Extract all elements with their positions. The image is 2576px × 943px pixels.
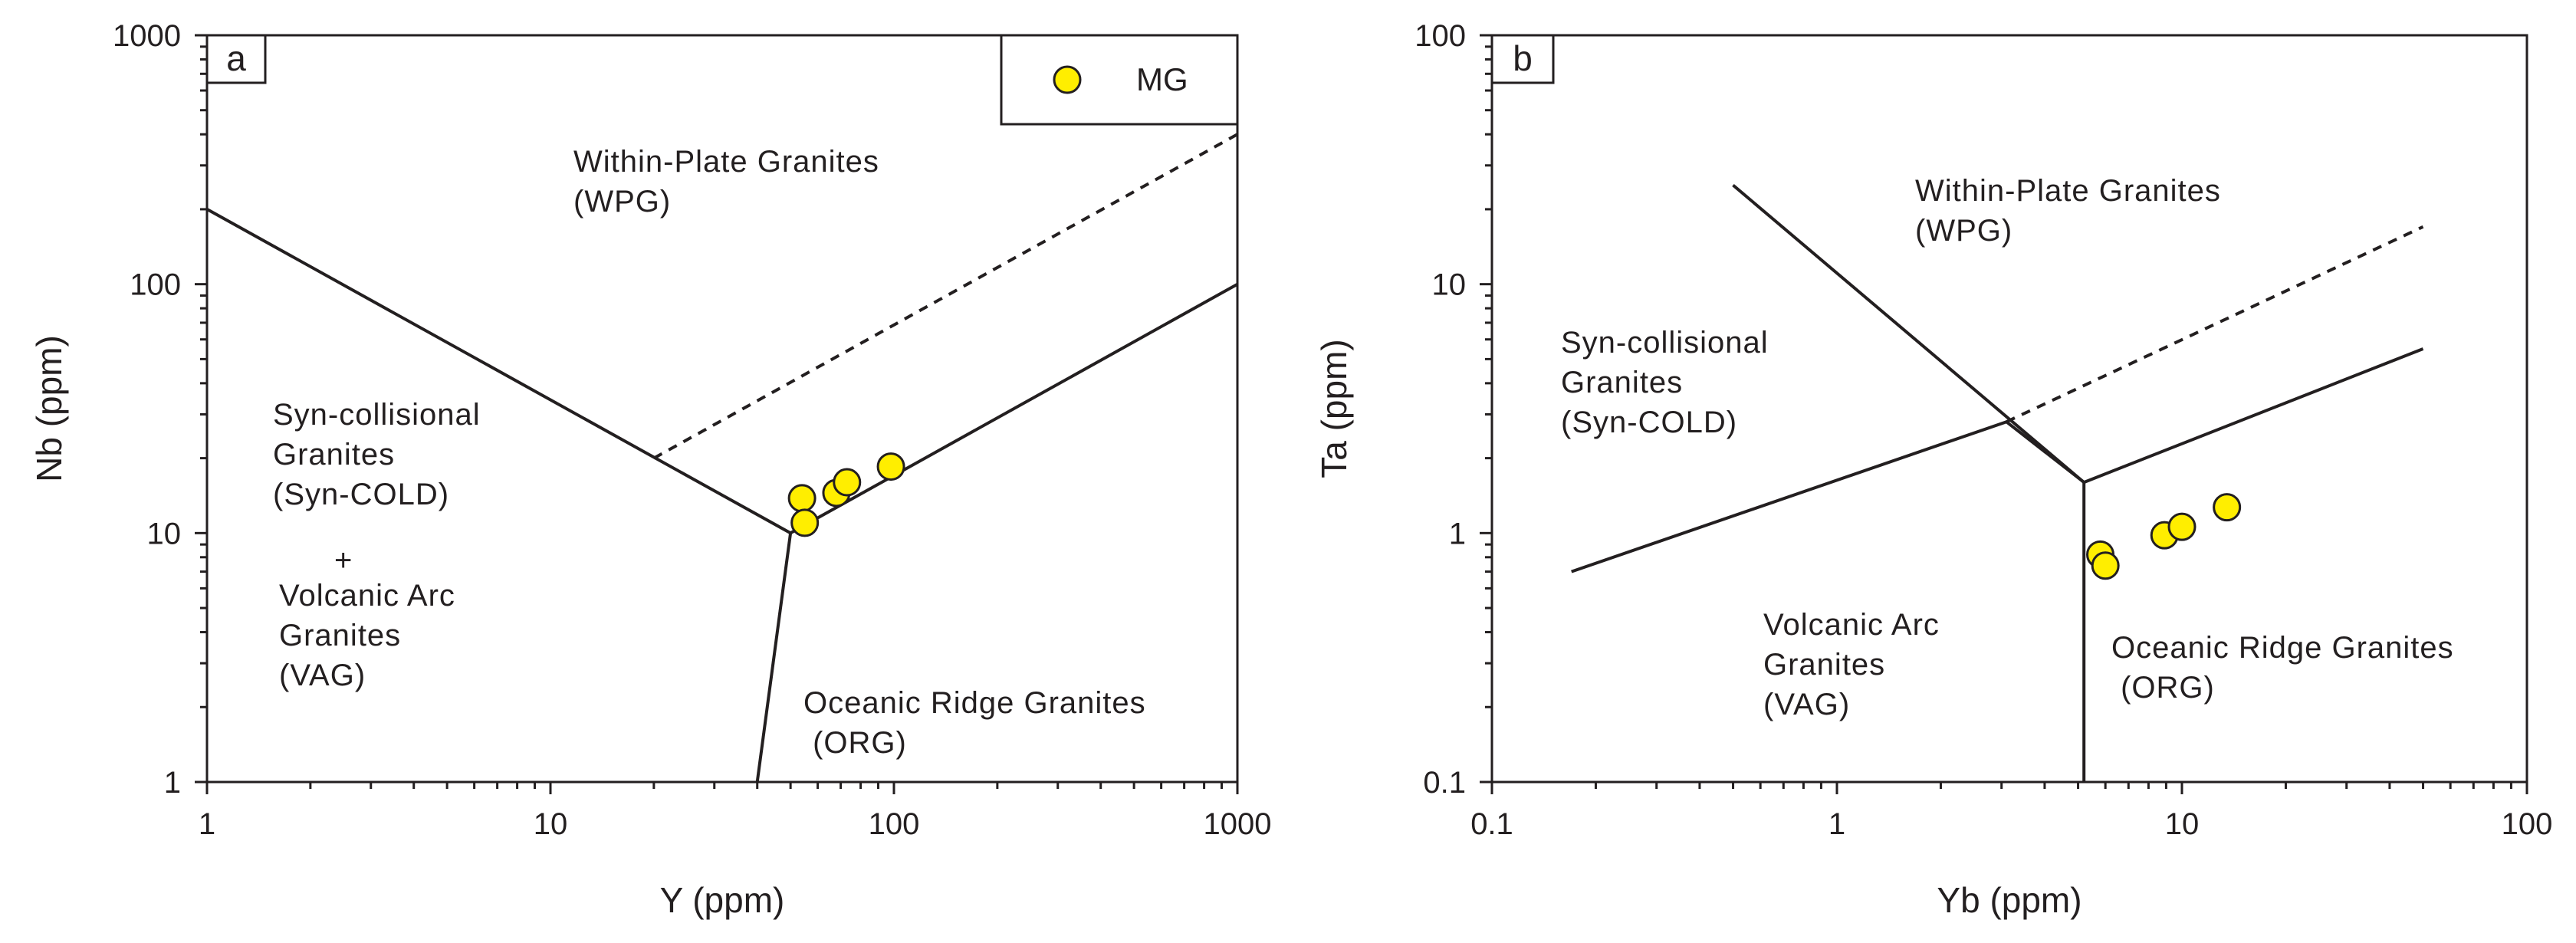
- field-label-line: Granites: [273, 438, 395, 472]
- field-label-line: (ORG): [803, 726, 907, 760]
- x-tick-label: 100: [869, 807, 920, 841]
- field-label-line: Granites: [279, 619, 401, 652]
- boundary-line: [755, 533, 793, 783]
- panel-a: 1 10 100 1000 1 10 100 1000 Y (ppm) Nb (ppm) Withi…: [29, 19, 1271, 920]
- y-tick-label: 10: [1432, 268, 1467, 302]
- field-label-line: (WPG): [573, 185, 671, 219]
- y-axis: 0.1 1 10 100: [1414, 19, 1492, 800]
- data-point-mg: [787, 484, 816, 513]
- field-label-line: (ORG): [2111, 671, 2215, 705]
- data-point-mg: [2091, 551, 2120, 580]
- field-label-line: Syn-collisional: [1561, 326, 1769, 360]
- field-label-syn: Syn-collisional Granites (Syn-COLD): [273, 398, 481, 511]
- field-label-line: Oceanic Ridge Granites: [2111, 631, 2454, 665]
- data-point-mg: [2213, 493, 2242, 522]
- boundary-line: [2083, 347, 2424, 484]
- x-tick-label: 0.1: [1470, 807, 1513, 841]
- field-label-line: Within-Plate Granites: [573, 145, 879, 179]
- y-tick-label: 10: [147, 517, 182, 550]
- legend: MG: [1000, 34, 1239, 126]
- y-tick-label: 1: [164, 766, 181, 800]
- field-label-line: (VAG): [279, 659, 366, 692]
- x-tick-label: 1000: [1204, 807, 1272, 841]
- boundary-line: [790, 282, 1238, 535]
- field-label-line: Volcanic Arc: [1763, 608, 1940, 642]
- x-tick-label: 1: [199, 807, 215, 841]
- legend-box: [1000, 34, 1239, 126]
- field-label-line: Oceanic Ridge Granites: [803, 686, 1146, 720]
- field-label-org: Oceanic Ridge Granites (ORG): [2111, 631, 2454, 705]
- panel-tag-label: a: [226, 38, 246, 78]
- field-label-line: Granites: [1561, 366, 1683, 399]
- data-point-mg: [790, 508, 820, 537]
- field-labels: Within-Plate Granites (WPG) Syn-collisiona…: [273, 145, 1146, 760]
- panel-tag-box: [1490, 34, 1555, 84]
- field-label-line: Volcanic Arc: [279, 579, 455, 613]
- field-label-vag: Volcanic Arc Granites (VAG): [1763, 608, 1940, 721]
- y-tick-label: 1000: [113, 19, 181, 53]
- x-tick-label: 10: [2165, 807, 2200, 841]
- field-boundaries: [206, 133, 1238, 783]
- y-tick-label: 100: [130, 268, 181, 302]
- panel-b: 0.1 1 10 100 0.1 1 10 100 Yb (ppm) Ta (ppm) Within…: [1314, 19, 2552, 920]
- field-boundaries: [1571, 183, 2424, 782]
- panel-tag-label: b: [1513, 38, 1533, 78]
- field-label-line: (VAG): [1763, 688, 1850, 721]
- field-label-vag: Volcanic Arc Granites (VAG): [279, 579, 455, 692]
- panel-tag-box: [205, 34, 267, 84]
- field-label-syn: Syn-collisional Granites (Syn-COLD): [1561, 326, 1769, 439]
- y-axis-label: Ta (ppm): [1314, 339, 1354, 478]
- y-tick-label: 100: [1414, 19, 1466, 53]
- field-labels: Within-Plate Granites (WPG) Syn-collisiona…: [1561, 174, 2454, 721]
- field-label-line: Within-Plate Granites: [1915, 174, 2221, 208]
- x-axis: 0.1 1 10 100: [1470, 782, 2552, 841]
- field-label-line: +: [334, 544, 353, 577]
- legend-label: MG: [1136, 61, 1188, 97]
- field-label-line: (Syn-COLD): [1561, 406, 1737, 439]
- data-point-mg: [833, 468, 862, 497]
- data-series: [2086, 493, 2242, 580]
- field-label-wpg: Within-Plate Granites (WPG): [1915, 174, 2221, 248]
- data-series: [787, 452, 905, 537]
- y-tick-label: 0.1: [1423, 766, 1466, 800]
- boundary-line: [1732, 183, 2085, 484]
- field-label-line: (WPG): [1915, 214, 2013, 248]
- x-axis-label: Yb (ppm): [1937, 880, 2082, 920]
- x-axis-label: Y (ppm): [660, 880, 785, 920]
- x-tick-label: 100: [2502, 807, 2553, 841]
- field-label-wpg: Within-Plate Granites (WPG): [573, 145, 879, 219]
- field-label-line: Granites: [1763, 648, 1885, 682]
- boundary-line: [206, 208, 792, 535]
- y-axis-label: Nb (ppm): [29, 335, 69, 482]
- plot-frame: [1490, 34, 2528, 784]
- data-point-mg: [876, 452, 905, 481]
- field-label-org: Oceanic Ridge Granites (ORG): [803, 686, 1146, 760]
- x-tick-label: 10: [534, 807, 568, 841]
- field-label-line: (Syn-COLD): [273, 478, 449, 511]
- legend-marker: [1053, 65, 1082, 94]
- field-label-line: Syn-collisional: [273, 398, 481, 432]
- y-tick-label: 1: [1449, 517, 1466, 550]
- field-label-plus: +: [334, 544, 353, 577]
- y-axis: 1 10 100 1000: [113, 19, 207, 800]
- x-axis: 1 10 100 1000: [199, 782, 1272, 841]
- x-tick-label: 1: [1829, 807, 1845, 841]
- data-point-mg: [2167, 512, 2196, 541]
- plot-frame: [205, 34, 1239, 784]
